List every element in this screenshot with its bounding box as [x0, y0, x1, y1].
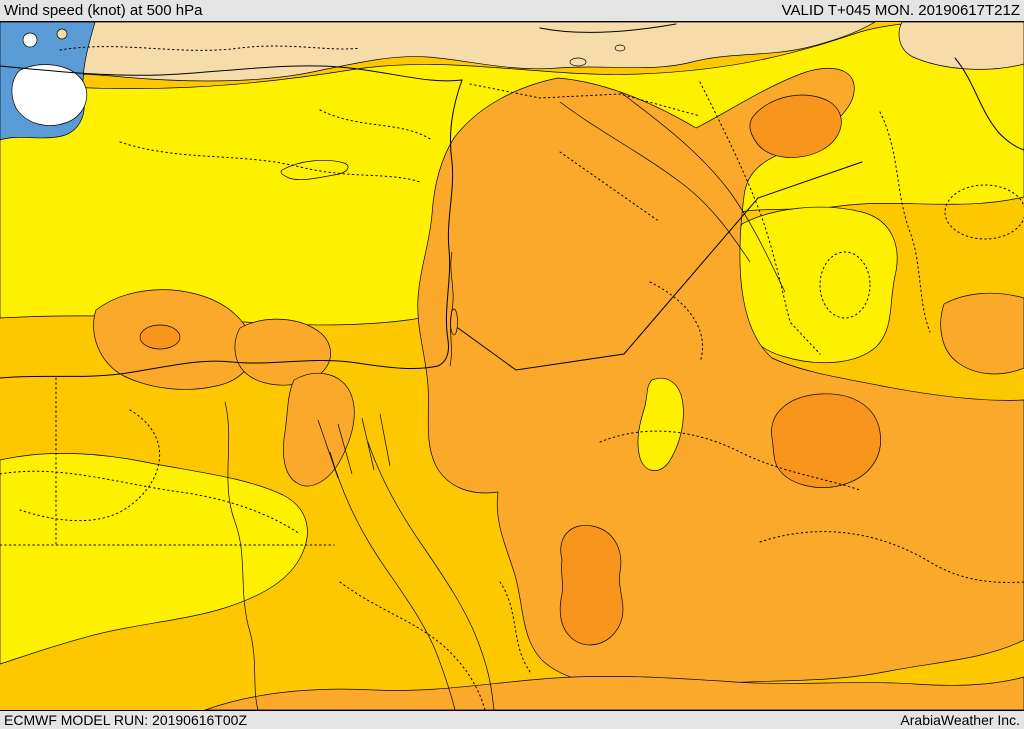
region-bright-yellow-inner: [637, 378, 684, 471]
region-deep-orange-delta-spot: [139, 324, 181, 350]
lake-icon: [614, 44, 626, 52]
border-line: [339, 581, 486, 710]
border-line: [499, 581, 531, 673]
border-line: [879, 111, 931, 333]
region-light-orange-bottom-band: [204, 675, 1024, 710]
region-deep-orange-north: [749, 94, 842, 158]
border-line: [559, 151, 661, 223]
border-line: [599, 430, 861, 491]
map-title: Wind speed (knot) at 500 hPa: [4, 2, 203, 19]
map-header: Wind speed (knot) at 500 hPa VALID T+045…: [0, 0, 1024, 22]
region-deep-orange-south: [559, 524, 624, 646]
region-light-orange-sinai: [283, 372, 355, 487]
border-line: [759, 531, 1024, 583]
dead-sea-outline: [450, 308, 458, 336]
tigris-river: [619, 91, 786, 293]
saudi-border-solid: [457, 161, 863, 371]
border-line: [19, 409, 160, 522]
region-pale-sand-top: [0, 22, 876, 85]
region-light-orange-right-edge: [940, 292, 1024, 375]
region-deep-orange-east: [771, 393, 881, 488]
region-pale-sand-top-right: [898, 22, 1024, 70]
border-line: [649, 281, 704, 363]
border-line: [0, 470, 301, 535]
model-run-label: ECMWF MODEL RUN: 20190616T00Z: [4, 712, 247, 728]
border-line: [119, 141, 421, 183]
border-lines-dotted: [0, 45, 1024, 710]
levant-egypt-coastline: [0, 79, 463, 379]
red-sea-east-shore: [367, 441, 495, 710]
provider-label: ArabiaWeather Inc.: [900, 712, 1020, 728]
jordan-rift-line: [449, 251, 454, 367]
gulf-of-suez: [317, 419, 353, 479]
black-sea-coastline: [539, 23, 677, 33]
border-line: [319, 109, 433, 141]
anatolia-coastline: [0, 65, 463, 82]
cyprus-outline: [280, 160, 349, 180]
border-line: [469, 83, 701, 117]
euphrates-river: [559, 101, 751, 263]
map-footer: ECMWF MODEL RUN: 20190616T00Z ArabiaWeat…: [0, 710, 1024, 729]
nile-river: [224, 401, 259, 710]
caspian-coastline: [954, 57, 1024, 151]
border-line: [59, 45, 361, 51]
red-sea-west-shore: [329, 451, 456, 710]
gulf-of-aqaba: [361, 413, 391, 471]
valid-time-label: VALID T+045 MON. 20190617T21Z: [781, 2, 1020, 19]
island-icon: [56, 28, 68, 40]
region-pale-oval-iran: [819, 251, 871, 319]
land-white-greece: [11, 64, 88, 126]
border-line: [699, 81, 821, 355]
map-canvas: [0, 22, 1024, 710]
wind-speed-map: [0, 22, 1024, 710]
island-icon: [22, 32, 38, 48]
lake-icon: [569, 57, 587, 67]
coastlines: [0, 23, 1024, 710]
region-pale-oval-right-edge: [944, 184, 1024, 240]
